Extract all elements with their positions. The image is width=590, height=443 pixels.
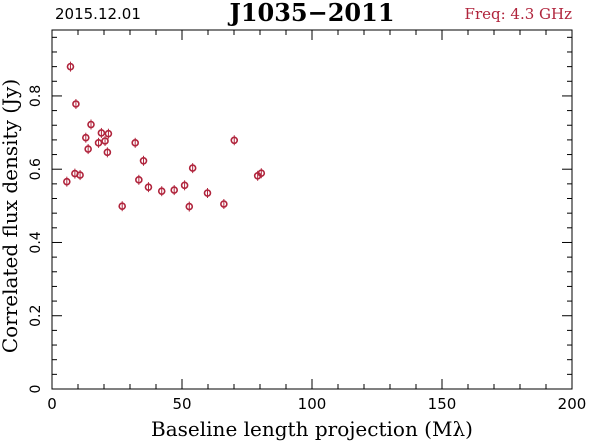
data-point: [118, 202, 126, 211]
y-tick-label: 0: [28, 385, 44, 394]
data-point: [185, 202, 194, 211]
y-tick-labels: 0 0.2 0.4 0.6 0.8: [28, 85, 44, 394]
data-point: [94, 139, 103, 147]
data-points: [63, 61, 266, 212]
data-point: [188, 164, 197, 172]
data-point: [103, 148, 112, 157]
data-point: [72, 100, 80, 108]
y-tick-label: 0.2: [28, 305, 44, 327]
observation-date: 2015.12.01: [55, 5, 141, 23]
x-tick-label: 0: [47, 395, 57, 413]
frequency-label: Freq: 4.3 GHz: [465, 5, 573, 23]
data-point: [101, 137, 109, 145]
data-point: [180, 181, 189, 190]
data-point: [84, 145, 92, 153]
data-point: [170, 186, 178, 194]
y-tick-label: 0.4: [28, 231, 44, 253]
data-point: [104, 129, 113, 138]
data-point: [76, 171, 84, 179]
data-point: [157, 187, 166, 195]
data-point: [230, 136, 239, 145]
data-point: [257, 169, 266, 178]
x-tick-label: 50: [172, 395, 191, 413]
data-point: [144, 183, 153, 191]
y-tick-label: 0.8: [28, 85, 44, 107]
data-point: [87, 120, 95, 129]
chart-title: J1035−2011: [227, 0, 394, 27]
x-tick-label: 150: [428, 395, 457, 413]
data-point: [203, 189, 212, 197]
y-tick-label: 0.6: [28, 158, 44, 180]
x-tick-labels: 0 50 100 150 200: [47, 395, 586, 413]
data-point: [63, 177, 71, 186]
x-tick-label: 100: [298, 395, 327, 413]
y-axis-label: Correlated flux density (Jy): [0, 79, 22, 353]
data-point: [82, 133, 90, 142]
plot-frame: [51, 29, 573, 390]
data-point: [131, 139, 139, 147]
data-point: [139, 156, 148, 165]
data-point: [220, 200, 228, 208]
x-axis-label: Baseline length projection (Mλ): [151, 417, 473, 441]
data-point: [97, 129, 106, 137]
data-point: [66, 62, 75, 71]
data-point: [135, 176, 143, 184]
x-tick-label: 200: [558, 395, 587, 413]
axis-ticks: [51, 30, 573, 390]
